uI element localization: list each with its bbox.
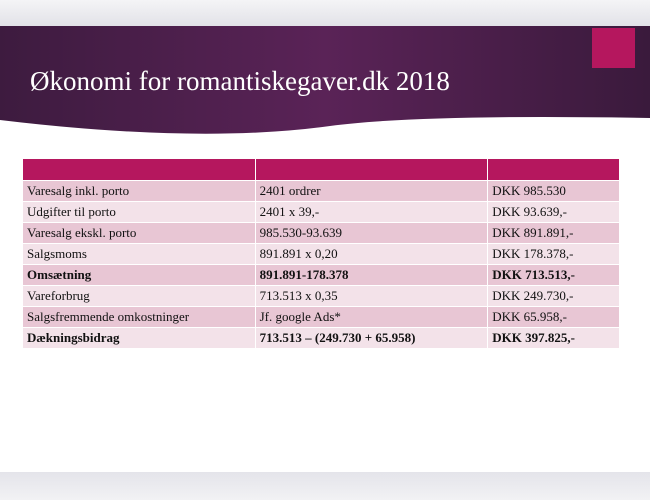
header-cell	[22, 158, 256, 181]
table-row: Salgsmoms 891.891 x 0,20 DKK 178.378,-	[22, 243, 620, 265]
table-cell: DKK 93.639,-	[487, 201, 620, 223]
bottom-strip	[0, 472, 650, 500]
table-cell: DKK 713.513,-	[487, 264, 620, 286]
table-row: Varesalg ekskl. porto 985.530-93.639 DKK 8…	[22, 222, 620, 244]
table-row: Varesalg inkl. porto 2401 ordrer DKK 985.5…	[22, 180, 620, 202]
table-row: Udgifter til porto 2401 x 39,- DKK 93.639,…	[22, 201, 620, 223]
header-row	[22, 158, 620, 181]
table-cell: 713.513 – (249.730 + 65.958)	[254, 327, 489, 349]
table-cell: Vareforbrug	[22, 285, 256, 307]
table-cell: 2401 ordrer	[254, 180, 489, 202]
table-cell: DKK 178.378,-	[487, 243, 620, 265]
table-cell: 2401 x 39,-	[254, 201, 489, 223]
slide-title: Økonomi for romantiskegaver.dk 2018	[30, 66, 450, 96]
table-cell: Omsætning	[22, 264, 256, 286]
banner-shape	[0, 26, 650, 134]
table-row: Salgsfremmende omkostninger Jf. google Ad…	[22, 306, 620, 328]
table-cell: Varesalg inkl. porto	[22, 180, 256, 202]
table-cell: Salgsmoms	[22, 243, 256, 265]
table-cell: Salgsfremmende omkostninger	[22, 306, 256, 328]
title-banner	[0, 26, 650, 134]
table-cell: DKK 985.530	[487, 180, 620, 202]
table-cell: Udgifter til porto	[22, 201, 256, 223]
table-row: Omsætning 891.891-178.378 DKK 713.513,-	[22, 264, 620, 286]
table-cell: Dækningsbidrag	[22, 327, 256, 349]
table-cell: 891.891-178.378	[254, 264, 489, 286]
table-cell: Varesalg ekskl. porto	[22, 222, 256, 244]
table-cell: DKK 891.891,-	[487, 222, 620, 244]
table-row: Vareforbrug 713.513 x 0,35 DKK 249.730,-	[22, 285, 620, 307]
table-cell: DKK 249.730,-	[487, 285, 620, 307]
economy-table: Varesalg inkl. porto 2401 ordrer DKK 985.5…	[22, 158, 620, 349]
table-cell: Jf. google Ads*	[254, 306, 489, 328]
header-cell	[487, 158, 620, 181]
table-cell: DKK 65.958,-	[487, 306, 620, 328]
header-cell	[254, 158, 489, 181]
table-cell: 891.891 x 0,20	[254, 243, 489, 265]
table-row: Dækningsbidrag 713.513 – (249.730 + 65.95…	[22, 327, 620, 349]
top-strip	[0, 0, 650, 26]
table-cell: DKK 397.825,-	[487, 327, 620, 349]
table-cell: 713.513 x 0,35	[254, 285, 489, 307]
accent-square	[592, 28, 635, 68]
table-cell: 985.530-93.639	[254, 222, 489, 244]
